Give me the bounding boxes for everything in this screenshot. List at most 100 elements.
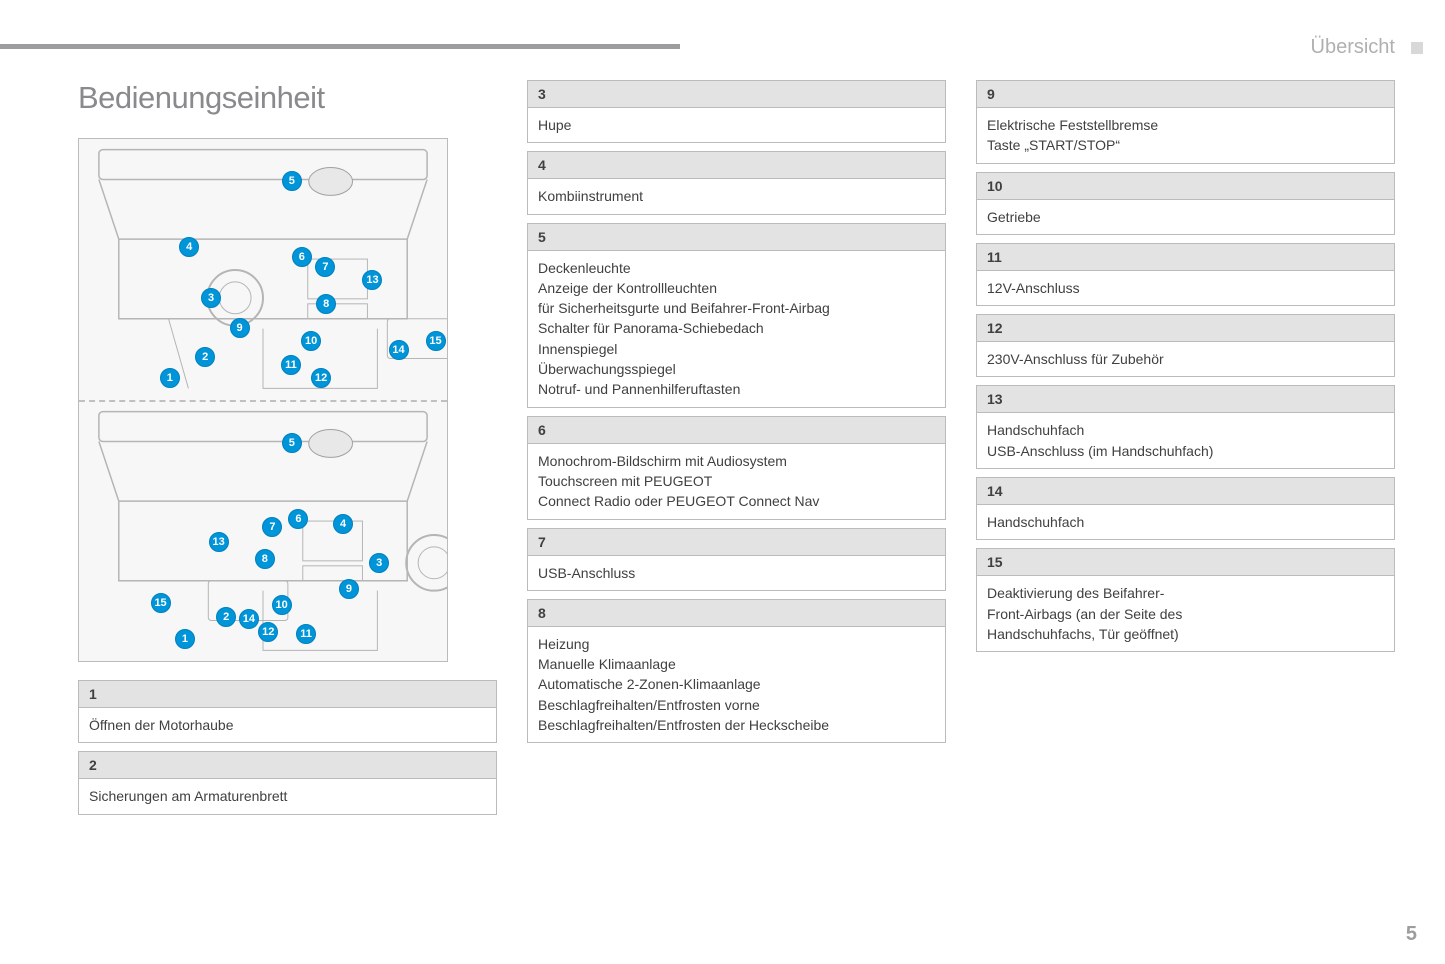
item-number: 11 (977, 244, 1394, 271)
diagram-marker-10: 10 (272, 595, 292, 615)
diagram-marker-13: 13 (209, 532, 229, 552)
diagram-marker-12: 12 (311, 368, 331, 388)
dashboard-diagram: 546713389101521114112 576413839101521411… (78, 138, 448, 662)
item-line: Taste „START/STOP“ (987, 135, 1384, 155)
item-line: Automatische 2-Zonen-Klimaanlage (538, 674, 935, 694)
item-line: 12V-Anschluss (987, 278, 1384, 298)
item-line: für Sicherheitsgurte und Beifahrer-Front… (538, 298, 935, 318)
item-line: Anzeige der Kontrollleuchten (538, 278, 935, 298)
diagram-marker-1: 1 (175, 629, 195, 649)
diagram-marker-11: 11 (296, 624, 316, 644)
item-number: 12 (977, 315, 1394, 342)
diagram-marker-8: 8 (316, 294, 336, 314)
diagram-marker-14: 14 (389, 340, 409, 360)
diagram-marker-2: 2 (195, 347, 215, 367)
item-line: Kombiinstrument (538, 186, 935, 206)
diagram-marker-1: 1 (160, 368, 180, 388)
item-9: 9Elektrische FeststellbremseTaste „START… (976, 80, 1395, 164)
item-number: 14 (977, 478, 1394, 505)
item-body: HandschuhfachUSB-Anschluss (im Handschuh… (977, 413, 1394, 468)
item-2: 2Sicherungen am Armaturenbrett (78, 751, 497, 814)
diagram-marker-7: 7 (315, 257, 335, 277)
col1-items: 1Öffnen der Motorhaube 2Sicherungen am Ar… (78, 680, 497, 815)
item-line: Handschuhfach (987, 420, 1384, 440)
content-area: Bedienungseinheit 546713389101521114112 (78, 80, 1395, 823)
item-number: 10 (977, 173, 1394, 200)
item-line: Beschlagfreihalten/Entfrosten der Hecksc… (538, 715, 935, 735)
item-line: Handschuhfach (987, 512, 1384, 532)
diagram-marker-13: 13 (362, 270, 382, 290)
item-line: Monochrom-Bildschirm mit Audiosystem (538, 451, 935, 471)
item-line: Heizung (538, 634, 935, 654)
item-body: Sicherungen am Armaturenbrett (79, 779, 496, 813)
column-2: 3 Hupe 4 Kombiinstrument 5 DeckenleuchteAnzei… (527, 80, 946, 823)
col2-items: 3 Hupe 4 Kombiinstrument 5 DeckenleuchteAnzei… (527, 80, 946, 743)
section-header: Übersicht (1311, 36, 1395, 59)
diagram-marker-6: 6 (292, 247, 312, 267)
item-line: 230V-Anschluss für Zubehör (987, 349, 1384, 369)
dashboard-top-svg (79, 139, 447, 399)
item-number: 6 (528, 417, 945, 444)
item-body: Öffnen der Motorhaube (79, 708, 496, 742)
diagram-marker-12: 12 (258, 622, 278, 642)
item-number: 13 (977, 386, 1394, 413)
item-6: 6 Monochrom-Bildschirm mit AudiosystemTou… (527, 416, 946, 520)
diagram-marker-15: 15 (426, 331, 446, 351)
item-7: 7USB-Anschluss (527, 528, 946, 591)
top-bar (0, 44, 680, 49)
diagram-marker-2: 2 (216, 607, 236, 627)
item-number: 4 (528, 152, 945, 179)
column-3: 9Elektrische FeststellbremseTaste „START… (976, 80, 1395, 823)
diagram-marker-3: 3 (201, 288, 221, 308)
item-line: Deaktivierung des Beifahrer- (987, 583, 1384, 603)
item-line: Überwachungsspiegel (538, 359, 935, 379)
item-line: Manuelle Klimaanlage (538, 654, 935, 674)
item-12: 12 230V-Anschluss für Zubehör (976, 314, 1395, 377)
diagram-marker-6: 6 (288, 509, 308, 529)
column-1: Bedienungseinheit 546713389101521114112 (78, 80, 497, 823)
diagram-marker-3: 3 (369, 553, 389, 573)
diagram-marker-7: 7 (262, 517, 282, 537)
diagram-marker-14: 14 (239, 609, 259, 629)
diagram-marker-11: 11 (281, 355, 301, 375)
item-body: Deaktivierung des Beifahrer-Front-Airbag… (977, 576, 1394, 651)
diagram-marker-5: 5 (282, 171, 302, 191)
diagram-marker-9: 9 (230, 318, 250, 338)
diagram-marker-5: 5 (282, 433, 302, 453)
item-line: Getriebe (987, 207, 1384, 227)
item-line: Deckenleuchte (538, 258, 935, 278)
item-body: Kombiinstrument (528, 179, 945, 213)
item-line: Touchscreen mit PEUGEOT (538, 471, 935, 491)
item-line: Sicherungen am Armaturenbrett (89, 786, 486, 806)
item-line: Handschuhfachs, Tür geöffnet) (987, 624, 1384, 644)
item-line: USB-Anschluss (im Handschuhfach) (987, 441, 1384, 461)
item-13: 13HandschuhfachUSB-Anschluss (im Handsch… (976, 385, 1395, 469)
item-3: 3 Hupe (527, 80, 946, 143)
item-15: 15Deaktivierung des Beifahrer-Front-Airb… (976, 548, 1395, 652)
item-body: Hupe (528, 108, 945, 142)
page-number: 5 (1406, 923, 1417, 946)
item-line: Beschlagfreihalten/Entfrosten vorne (538, 695, 935, 715)
diagram-marker-4: 4 (179, 237, 199, 257)
item-body: Elektrische FeststellbremseTaste „START/… (977, 108, 1394, 163)
item-line: Front-Airbags (an der Seite des (987, 604, 1384, 624)
item-8: 8HeizungManuelle KlimaanlageAutomatische… (527, 599, 946, 743)
item-1: 1Öffnen der Motorhaube (78, 680, 497, 743)
diagram-marker-10: 10 (301, 331, 321, 351)
item-10: 10 Getriebe (976, 172, 1395, 235)
item-body: 230V-Anschluss für Zubehör (977, 342, 1394, 376)
diagram-marker-9: 9 (339, 579, 359, 599)
item-number: 1 (79, 681, 496, 708)
item-body: HeizungManuelle KlimaanlageAutomatische … (528, 627, 945, 742)
item-line: Innenspiegel (538, 339, 935, 359)
page-title: Bedienungseinheit (78, 80, 497, 116)
item-number: 5 (528, 224, 945, 251)
item-body: Handschuhfach (977, 505, 1394, 539)
diagram-marker-8: 8 (255, 549, 275, 569)
item-number: 7 (528, 529, 945, 556)
item-4: 4 Kombiinstrument (527, 151, 946, 214)
item-number: 15 (977, 549, 1394, 576)
item-number: 3 (528, 81, 945, 108)
item-line: Schalter für Panorama-Schiebedach (538, 318, 935, 338)
item-line: Hupe (538, 115, 935, 135)
